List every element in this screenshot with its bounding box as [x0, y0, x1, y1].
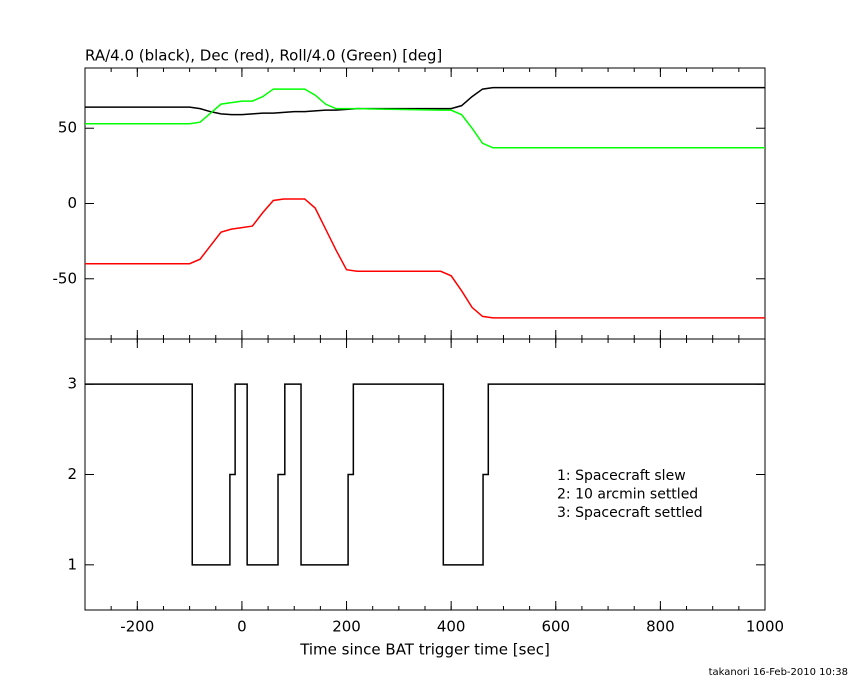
x-tick-label: 1000 [746, 618, 784, 636]
x-tick-label: 600 [541, 618, 570, 636]
annotation: 2: 10 arcmin settled [557, 487, 698, 503]
x-tick-label: -200 [120, 618, 154, 636]
data-line [85, 383, 765, 566]
annotation: 3: Spacecraft settled [557, 505, 703, 521]
x-tick-label: 200 [332, 618, 361, 636]
x-tick-label: 400 [437, 618, 466, 636]
y-tick-label: 2 [67, 465, 77, 483]
chart-title: RA/4.0 (black), Dec (red), Roll/4.0 (Gre… [85, 47, 442, 65]
annotation: 1: Spacecraft slew [557, 468, 686, 484]
data-line [85, 198, 765, 319]
y-tick-label: 1 [67, 555, 77, 573]
y-tick-label: 50 [58, 119, 77, 137]
data-line [85, 86, 765, 116]
x-tick-label: 0 [237, 618, 247, 636]
y-tick-label: 3 [67, 375, 77, 393]
y-tick-label: 0 [67, 194, 77, 212]
x-tick-label: 800 [646, 618, 675, 636]
footer: takanori 16-Feb-2010 10:38 [709, 667, 848, 678]
data-line [85, 88, 765, 149]
y-tick-label: -50 [53, 269, 78, 287]
x-axis-label: Time since BAT trigger time [sec] [299, 641, 550, 659]
